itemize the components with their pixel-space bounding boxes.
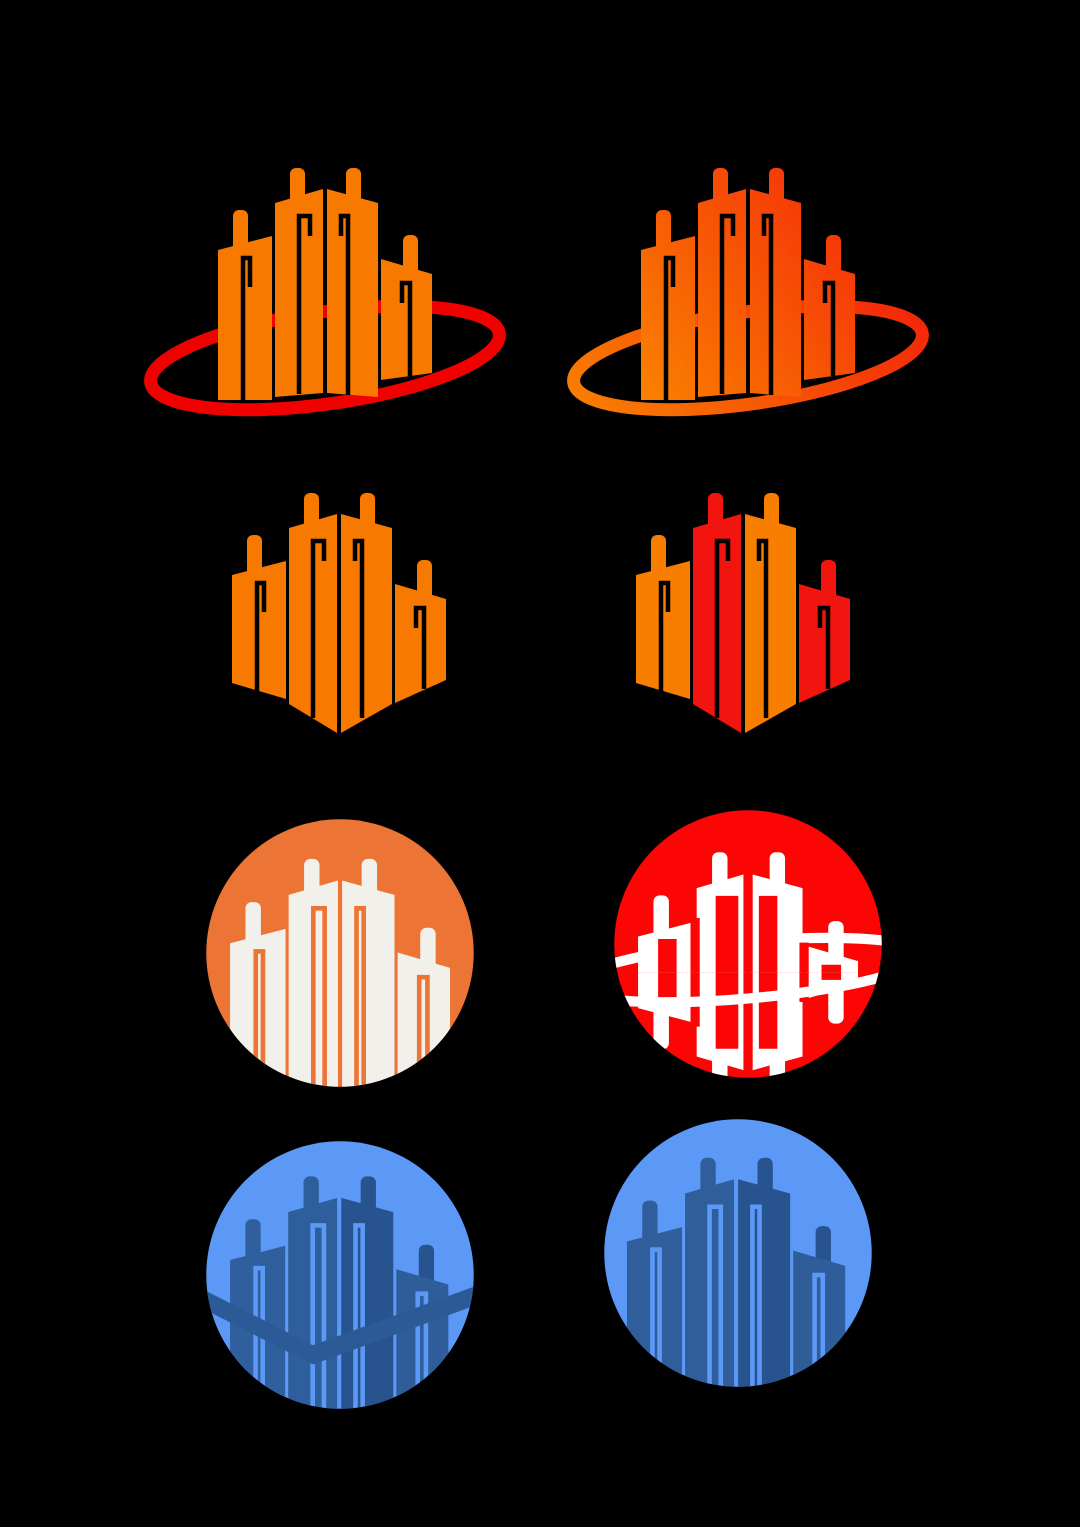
buildings-swoosh-icon bbox=[144, 168, 506, 417]
buildings-swoosh-icon bbox=[567, 168, 929, 417]
buildings-hexagon-icon bbox=[232, 493, 446, 733]
logo-duotone-hexagon bbox=[624, 485, 864, 745]
circle-badge-icon bbox=[206, 1141, 474, 1409]
buildings-icon bbox=[636, 493, 850, 733]
logo-gradient-swoosh bbox=[558, 150, 938, 450]
circle-badge-icon bbox=[614, 810, 882, 1078]
logo-orange-hexagon bbox=[220, 485, 460, 745]
logo-orange-circle bbox=[204, 817, 476, 1089]
logo-orange-swoosh bbox=[135, 150, 515, 450]
buildings-icon bbox=[641, 168, 855, 400]
circle-badge-icon bbox=[604, 1119, 872, 1387]
logo-blue-circle bbox=[602, 1117, 874, 1389]
buildings-icon bbox=[218, 168, 432, 400]
v-ribbon-icon bbox=[206, 1281, 474, 1365]
buildings-hexagon-icon bbox=[636, 493, 850, 733]
circle-badge-icon bbox=[206, 819, 474, 1087]
orbit-swoosh-icon bbox=[567, 299, 929, 417]
buildings-icon bbox=[232, 493, 446, 733]
logo-blue-circle-ribbon bbox=[204, 1139, 476, 1411]
orbit-swoosh-icon bbox=[144, 299, 506, 417]
logo-red-circle-reflection bbox=[612, 808, 884, 1080]
